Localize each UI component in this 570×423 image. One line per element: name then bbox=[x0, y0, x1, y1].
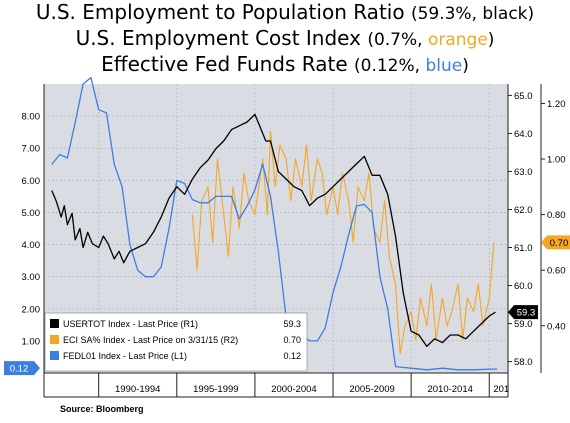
title-employment: U.S. Employment to Population Ratio bbox=[35, 0, 405, 24]
chart-titles: U.S. Employment to Population Ratio (59.… bbox=[0, 0, 570, 78]
title-fedfunds-detail: (0.12%, blue) bbox=[354, 56, 469, 76]
title-fedfunds: Effective Fed Funds Rate bbox=[101, 52, 348, 76]
legend-entry-fedfunds-label: FEDL01 Index - Last Price (L1) bbox=[63, 351, 187, 361]
left-axis-tick-label: 4.00 bbox=[22, 240, 41, 251]
legend-entry-employment-value: 59.3 bbox=[283, 319, 301, 329]
title-line-3: Effective Fed Funds Rate (0.12%, blue) bbox=[0, 52, 570, 78]
title-fedfunds-suffix: ) bbox=[462, 56, 469, 76]
right-inner-axis-tick-label: 1.20 bbox=[547, 99, 566, 110]
right-outer-axis-tick-label: 60.0 bbox=[514, 281, 533, 292]
left-axis-tick-label: 7.00 bbox=[22, 144, 41, 155]
source-note: Source: Bloomberg bbox=[60, 404, 144, 414]
right-inner-axis-tick-label: 0.80 bbox=[547, 210, 566, 221]
tag-eci-shape bbox=[541, 235, 570, 250]
title-fedfunds-prefix: (0.12%, bbox=[354, 56, 426, 76]
series-line-eci bbox=[191, 130, 495, 355]
title-line-2: U.S. Employment Cost Index (0.7%, orange… bbox=[0, 26, 570, 52]
title-employment-detail: (59.3%, black) bbox=[410, 4, 535, 24]
legend-entry-employment-label: USERTOT Index - Last Price (R1) bbox=[63, 319, 198, 329]
tag-employment-shape bbox=[508, 305, 538, 320]
value-tags: 59.3 0.70 0.12 bbox=[4, 235, 570, 376]
axes: 1.00 2.00 3.00 4.00 5.00 6.00 7.00 8.00 1990-199… bbox=[22, 84, 566, 398]
right-outer-axis-tick-label: 61.0 bbox=[514, 243, 533, 254]
right-inner-axis-tick-label: 1.00 bbox=[547, 155, 566, 166]
legend-entry-eci-value: 0.70 bbox=[283, 335, 301, 345]
x-axis-tick-label: 2005-2009 bbox=[349, 384, 394, 395]
legend: USERTOT Index - Last Price (R1) 59.3 ECI S… bbox=[44, 312, 308, 372]
right-outer-axis-tick-label: 58.0 bbox=[514, 357, 533, 368]
legend-box bbox=[44, 312, 308, 372]
series-line-fedfunds bbox=[51, 76, 498, 371]
left-axis-tick-label: 5.00 bbox=[22, 208, 41, 219]
title-eci-suffix: ) bbox=[487, 30, 495, 50]
x-axis-tick-label: 2000-2004 bbox=[271, 384, 316, 395]
right-outer-axis-tick-label: 59.0 bbox=[514, 319, 533, 330]
series-line-employment bbox=[51, 113, 496, 348]
legend-entry-fedfunds-value: 0.12 bbox=[283, 351, 301, 361]
title-fedfunds-color-word: blue bbox=[425, 56, 463, 76]
line-chart: 1.00 2.00 3.00 4.00 5.00 6.00 7.00 8.00 1990-199… bbox=[4, 76, 570, 398]
x-axis-tick-label: 1990-1994 bbox=[115, 384, 160, 395]
x-axis-tick-label: 201 bbox=[493, 384, 509, 395]
left-axis-tick-label: 3.00 bbox=[22, 272, 41, 283]
left-axis-tick-label: 8.00 bbox=[22, 112, 41, 123]
right-outer-axis-tick-label: 63.0 bbox=[514, 167, 533, 178]
right-outer-axis-tick-label: 62.0 bbox=[514, 205, 533, 216]
left-axis-tick-label: 6.00 bbox=[22, 176, 41, 187]
tag-employment-text: 59.3 bbox=[517, 308, 536, 319]
right-outer-axis-tick-label: 64.0 bbox=[514, 129, 533, 140]
tag-eci-text: 0.70 bbox=[550, 238, 569, 249]
right-inner-axis-tick-label: 0.60 bbox=[547, 266, 566, 277]
right-outer-axis-tick-label: 65.0 bbox=[514, 91, 533, 102]
title-eci-prefix: (0.7%, bbox=[367, 30, 428, 50]
title-eci-detail: (0.7%, orange) bbox=[367, 30, 494, 50]
legend-entry-eci-label: ECI SA% Index - Last Price on 3/31/15 (R… bbox=[63, 335, 238, 345]
legend-entry-employment-swatch bbox=[50, 319, 59, 328]
left-axis-tick-label: 2.00 bbox=[22, 304, 41, 315]
title-eci: U.S. Employment Cost Index bbox=[75, 26, 361, 50]
title-line-1: U.S. Employment to Population Ratio (59.… bbox=[0, 0, 570, 26]
title-eci-color-word: orange bbox=[427, 30, 488, 50]
right-inner-axis-tick-label: 0.40 bbox=[547, 321, 566, 332]
legend-entry-fedfunds-swatch bbox=[50, 351, 59, 360]
x-axis-tick-label: 1995-1999 bbox=[193, 384, 238, 395]
legend-entry-eci-swatch bbox=[50, 335, 59, 344]
tag-fedfunds-text: 0.12 bbox=[10, 364, 29, 375]
tag-fedfunds-shape bbox=[4, 361, 40, 376]
series-lines bbox=[51, 76, 498, 371]
left-axis-tick-label: 1.00 bbox=[22, 336, 41, 347]
x-axis-tick-label: 2010-2014 bbox=[427, 384, 472, 395]
